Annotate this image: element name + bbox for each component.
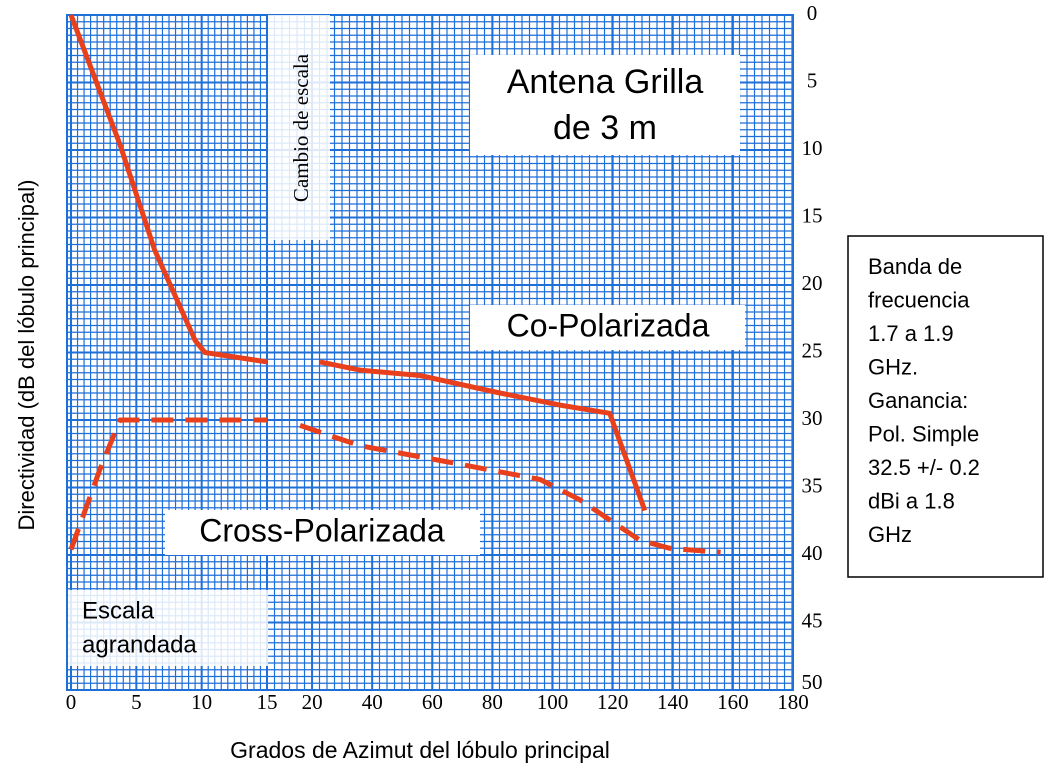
- y-tick-label: 40: [802, 541, 823, 565]
- x-tick-label: 20: [302, 690, 323, 714]
- title: de 3 m: [553, 109, 657, 147]
- y-tick-label: 25: [802, 338, 823, 362]
- zoom-label: Escala: [82, 597, 155, 624]
- series-line: [319, 359, 648, 512]
- info-line: Pol. Simple: [868, 421, 979, 446]
- y-tick-label: 45: [802, 608, 823, 632]
- info-box: [847, 235, 1044, 578]
- x-tick-label: 100: [537, 690, 569, 714]
- scale-change-label: Cambio de escala: [289, 53, 313, 202]
- y-tick-label: 35: [802, 473, 823, 497]
- info-line: 1.7 a 1.9: [868, 321, 954, 346]
- series-label: Co-Polarizada: [507, 307, 710, 343]
- labels: 0 5 10 15 20 25 30 35 40 45 50 0 5 10 15 20 40 60 80 100 120…: [66, 1, 1044, 714]
- y-tick-label: 10: [802, 136, 823, 160]
- marks: [68, 14, 721, 555]
- x-tick-label: 160: [717, 690, 749, 714]
- x-tick-label: 140: [657, 690, 689, 714]
- y-axis-label: Directividad (dB del lóbulo principal): [14, 180, 39, 531]
- y-tick-label: 20: [802, 271, 823, 295]
- zoom-label: agrandada: [82, 631, 197, 658]
- info-line: Ganancia:: [868, 388, 968, 413]
- y-tick-label: 50: [802, 670, 823, 694]
- info-line: frecuencia: [868, 287, 970, 312]
- x-axis-label: Grados de Azimut del lóbulo principal: [230, 737, 610, 763]
- text-box: [470, 305, 745, 350]
- x-tick-label: 15: [257, 690, 278, 714]
- x-tick-label: 40: [362, 690, 383, 714]
- x-tick-label: 80: [482, 690, 503, 714]
- info-line: GHz: [868, 522, 912, 547]
- text-box: [268, 15, 330, 240]
- x-tick-label: 10: [191, 690, 212, 714]
- info-line: 32.5 +/- 0.2: [868, 455, 980, 480]
- x-tick-label: 120: [597, 690, 629, 714]
- info-line: dBi a 1.8: [868, 488, 955, 513]
- y-tick-label: 15: [802, 203, 823, 227]
- info-line: Banda de: [868, 254, 962, 279]
- x-tick-label: 180: [777, 690, 809, 714]
- series-line: [68, 14, 268, 365]
- y-tick-label: 30: [802, 406, 823, 430]
- x-tick-label: 5: [131, 690, 142, 714]
- series-line: [299, 423, 721, 555]
- text-box: [68, 590, 268, 666]
- title: Antena Grilla: [507, 63, 704, 101]
- series-label: Cross-Polarizada: [199, 512, 445, 548]
- text-box: [165, 510, 480, 555]
- x-tick-label: 60: [422, 690, 443, 714]
- text-box: [470, 55, 740, 155]
- series-line: [68, 417, 267, 551]
- x-tick-label: 0: [66, 690, 77, 714]
- y-tick-label: 0: [807, 1, 818, 25]
- y-tick-label: 5: [807, 68, 818, 92]
- info-line: GHz.: [868, 354, 918, 379]
